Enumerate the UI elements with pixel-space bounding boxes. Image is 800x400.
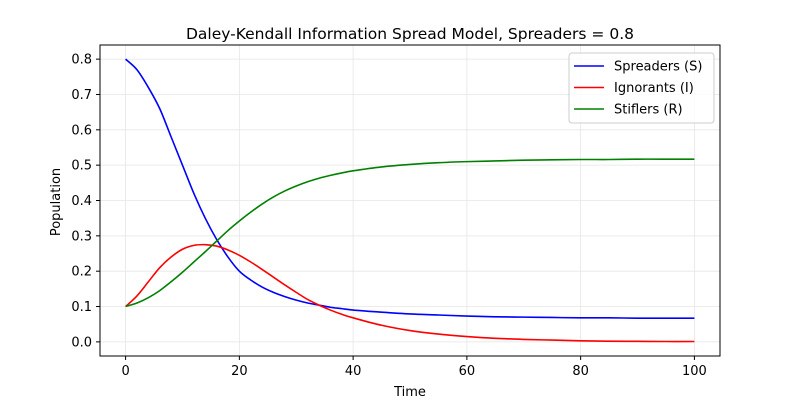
x-tick-label: 0: [121, 364, 129, 379]
y-tick-label: 0.6: [71, 123, 92, 138]
y-tick-label: 0.3: [71, 229, 92, 244]
x-tick-label: 40: [345, 364, 362, 379]
legend-label: Spreaders (S): [614, 60, 702, 75]
legend-label: Stiflers (R): [614, 103, 683, 118]
series-lines: [125, 58, 695, 343]
series-line-2: [125, 158, 695, 308]
y-tick-label: 0.7: [71, 88, 92, 103]
chart-title: Daley-Kendall Information Spread Model, …: [186, 25, 634, 43]
y-tick-label: 0.0: [71, 335, 92, 350]
y-tick-label: 0.2: [71, 265, 92, 280]
x-tick-label: 80: [572, 364, 589, 379]
legend-label: Ignorants (I): [614, 81, 694, 96]
x-tick-label: 100: [682, 364, 707, 379]
legend: Spreaders (S) Ignorants (I) Stiflers (R): [568, 52, 715, 124]
legend-box: [568, 52, 715, 124]
y-axis-ticks: 0.0 0.1 0.2 0.3 0.4 0.5 0.6 0.7 0.8: [71, 53, 100, 350]
x-axis-label: Time: [393, 385, 426, 400]
y-axis-label: Population: [49, 168, 64, 236]
y-tick-label: 0.8: [71, 53, 92, 68]
x-tick-label: 60: [459, 364, 476, 379]
series-line-0: [125, 58, 695, 320]
y-tick-label: 0.1: [71, 300, 92, 315]
y-tick-label: 0.5: [71, 159, 92, 174]
y-tick-label: 0.4: [71, 194, 92, 209]
series-line-1: [125, 243, 695, 343]
x-axis-ticks: 0 20 40 60 80 100: [121, 356, 707, 379]
grid: [100, 45, 720, 356]
x-tick-label: 20: [231, 364, 248, 379]
